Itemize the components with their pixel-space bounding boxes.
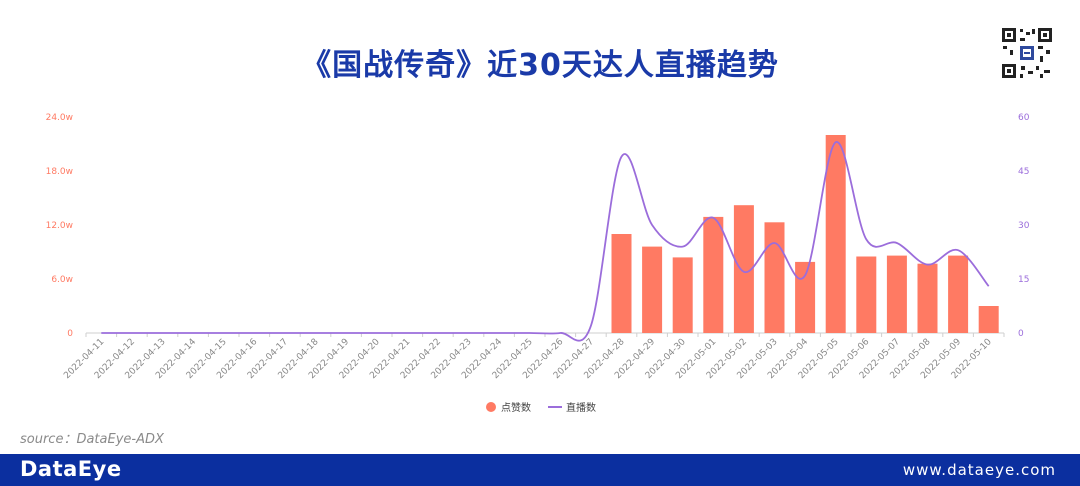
footer-bar: DataEye www.dataeye.com: [0, 454, 1080, 486]
bar-2022-05-07: [886, 255, 907, 333]
y-right-tick-label: 0: [1018, 329, 1024, 339]
chart-area: 06.0w12.0w18.0w24.0w0153045602022-04-112…: [46, 113, 1030, 414]
legend-bar-marker: [486, 402, 496, 412]
bar-2022-05-05: [825, 135, 846, 333]
legend-line-label: 直播数: [566, 401, 596, 414]
bar-2022-05-03: [764, 222, 785, 333]
y-left-tick-label: 24.0w: [46, 113, 73, 123]
bar-2022-05-02: [733, 205, 754, 333]
bar-2022-05-08: [917, 263, 938, 333]
website-url: www.dataeye.com: [902, 461, 1056, 479]
legend-bar-label: 点赞数: [501, 401, 531, 414]
y-right-tick-label: 30: [1018, 221, 1030, 231]
y-right-tick-label: 60: [1018, 113, 1030, 123]
bar-2022-05-01: [703, 216, 724, 333]
bar-2022-05-04: [795, 261, 816, 333]
source-note: source：DataEye-ADX: [20, 432, 164, 447]
y-right-tick-label: 15: [1018, 275, 1029, 285]
line-series-直播数: [101, 141, 990, 342]
bar-2022-05-06: [856, 256, 877, 333]
bar-2022-05-10: [978, 306, 999, 333]
y-left-tick-label: 12.0w: [46, 221, 73, 231]
bar-2022-04-29: [642, 246, 663, 333]
bar-2022-04-28: [611, 234, 632, 333]
y-left-tick-label: 18.0w: [46, 167, 73, 177]
chart-title: 《国战传奇》近30天达人直播趋势: [301, 48, 779, 83]
y-left-tick-label: 0: [67, 329, 73, 339]
bar-2022-04-30: [672, 257, 693, 333]
y-left-tick-label: 6.0w: [51, 275, 73, 285]
bar-2022-05-09: [948, 255, 969, 333]
brand-logo: DataEye: [20, 457, 122, 481]
qr-code-icon: [1000, 26, 1054, 80]
y-right-tick-label: 45: [1018, 167, 1029, 177]
